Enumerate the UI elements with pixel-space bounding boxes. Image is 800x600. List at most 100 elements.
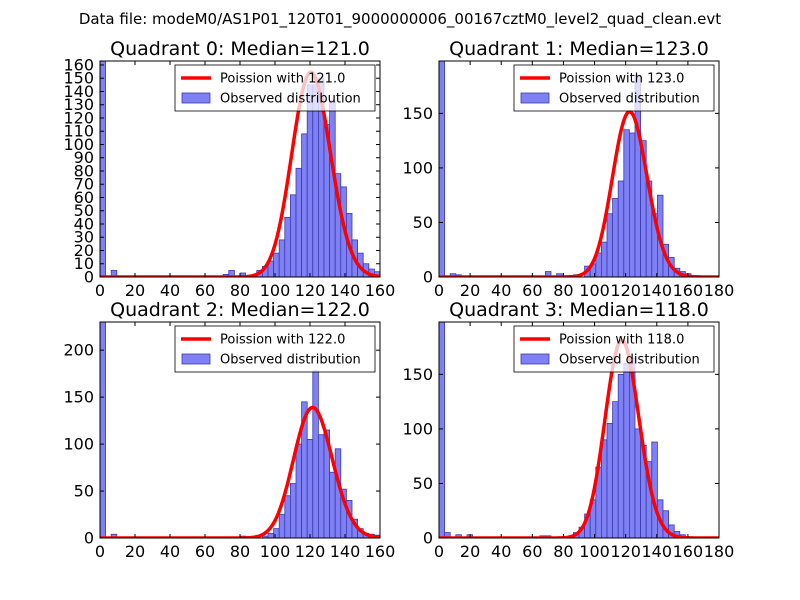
x-tick-label: 140: [642, 542, 673, 561]
histogram-bar: [100, 322, 106, 538]
histogram-bar: [284, 495, 291, 538]
histogram-bar: [606, 213, 613, 277]
histogram-bar: [329, 100, 336, 277]
figure-suptitle: Data file: modeM0/AS1P01_120T01_90000000…: [79, 10, 721, 29]
legend: Poission with 122.0 Observed distribution: [174, 325, 376, 373]
y-tick-label: 200: [63, 341, 94, 360]
histogram-bar: [301, 133, 308, 277]
y-tick-label: 30: [74, 228, 94, 247]
y-tick-label: 80: [74, 161, 94, 180]
y-tick-label: 0: [423, 268, 433, 287]
plot-area: [439, 61, 719, 277]
x-tick-label: 140: [330, 542, 361, 561]
y-tick-label: 150: [402, 365, 433, 384]
y-tick-label: 100: [63, 435, 94, 454]
legend-bar-label: Observed distribution: [559, 92, 700, 107]
x-tick-label: 60: [522, 542, 542, 561]
y-tick-label: 50: [413, 213, 433, 232]
histogram-bar: [284, 216, 291, 277]
histogram-bar: [612, 401, 619, 538]
y-tick-label: 90: [74, 148, 94, 167]
histogram-bar: [278, 514, 286, 538]
legend-bar-label: Observed distribution: [220, 353, 361, 368]
x-tick-label: 120: [610, 281, 641, 300]
histogram-bar: [312, 84, 319, 277]
panel-title: Quadrant 1: Median=123.0: [449, 38, 709, 60]
y-tick-label: 50: [74, 201, 94, 220]
y-tick-label: 150: [63, 69, 94, 88]
y-tick-label: 20: [74, 241, 94, 260]
poisson-curve: [439, 338, 719, 538]
legend-bar-swatch: [181, 353, 211, 365]
y-tick-label: 10: [74, 254, 94, 273]
legend-bar-swatch: [181, 92, 211, 104]
x-tick-label: 140: [330, 281, 361, 300]
histogram-bar: [278, 239, 286, 277]
x-tick-label: 40: [160, 281, 180, 300]
x-tick-label: 160: [365, 281, 396, 300]
legend: Poission with 121.0 Observed distribution: [174, 64, 376, 112]
legend: Poission with 123.0 Observed distribution: [513, 64, 715, 112]
x-tick-label: 160: [673, 281, 704, 300]
x-tick-label: 0: [95, 542, 105, 561]
legend-curve-label: Poission with 123.0: [559, 72, 684, 87]
histogram-bar: [617, 180, 625, 277]
histogram-bar: [273, 252, 280, 277]
x-tick-label: 60: [195, 281, 215, 300]
legend-bar-swatch: [520, 353, 550, 365]
x-tick-label: 180: [704, 542, 735, 561]
x-tick-label: 40: [491, 542, 511, 561]
y-tick-label: 150: [63, 388, 94, 407]
panel-title: Quadrant 3: Median=118.0: [449, 299, 709, 321]
y-tick-label: 0: [84, 529, 94, 548]
x-tick-label: 20: [125, 542, 145, 561]
histogram-bar: [601, 439, 608, 538]
x-tick-label: 100: [260, 542, 291, 561]
y-tick-label: 50: [74, 482, 94, 501]
legend-curve-label: Poission with 122.0: [220, 333, 345, 348]
x-tick-label: 0: [434, 281, 444, 300]
histogram-bar: [295, 167, 302, 277]
x-tick-label: 80: [230, 542, 250, 561]
x-tick-label: 120: [610, 542, 641, 561]
y-tick-label: 100: [402, 419, 433, 438]
legend: Poission with 118.0 Observed distribution: [513, 325, 715, 373]
histogram-bar: [273, 528, 280, 538]
histogram-bar: [439, 322, 445, 538]
legend-curve-label: Poission with 118.0: [559, 333, 684, 348]
x-tick-label: 180: [704, 281, 735, 300]
histogram-bar: [267, 532, 274, 538]
x-tick-label: 100: [579, 281, 610, 300]
y-tick-label: 100: [63, 135, 94, 154]
x-tick-label: 80: [230, 281, 250, 300]
y-tick-label: 70: [74, 175, 94, 194]
histogram-bar: [295, 443, 302, 538]
x-tick-label: 40: [491, 281, 511, 300]
plot-area: [439, 322, 719, 538]
histogram-bar: [629, 132, 636, 277]
x-tick-label: 20: [460, 542, 480, 561]
histogram-bar: [439, 61, 445, 277]
histogram-bar: [289, 483, 297, 538]
axes-frame: [438, 321, 720, 539]
panel-quadrant-2: 0 20 40 60 80 100 120 140 160050100150200Quadran…: [63, 299, 395, 561]
x-tick-label: 160: [365, 542, 396, 561]
histogram-bar: [289, 194, 297, 277]
x-tick-label: 20: [125, 281, 145, 300]
histogram-bar: [634, 428, 641, 538]
panel-quadrant-0: 0 20 40 60 80 100 120 140 1600102030405060708090…: [63, 38, 395, 300]
y-tick-label: 0: [84, 268, 94, 287]
x-tick-label: 80: [553, 281, 573, 300]
x-tick-label: 20: [460, 281, 480, 300]
panel-title: Quadrant 0: Median=121.0: [110, 38, 370, 60]
y-tick-label: 120: [63, 108, 94, 127]
histogram-bar: [306, 84, 314, 277]
histogram-bar: [312, 370, 319, 538]
x-tick-label: 40: [160, 542, 180, 561]
panel-quadrant-1: 0 20 40 60 80 100 120 140 160 180050100150Quadran…: [402, 38, 734, 300]
x-tick-label: 160: [673, 542, 704, 561]
histogram-bar: [110, 269, 118, 277]
panels: 0 20 40 60 80 100 120 140 1600102030405060708090…: [63, 38, 734, 561]
histogram-bar: [617, 373, 625, 538]
histogram-bar: [100, 61, 106, 277]
